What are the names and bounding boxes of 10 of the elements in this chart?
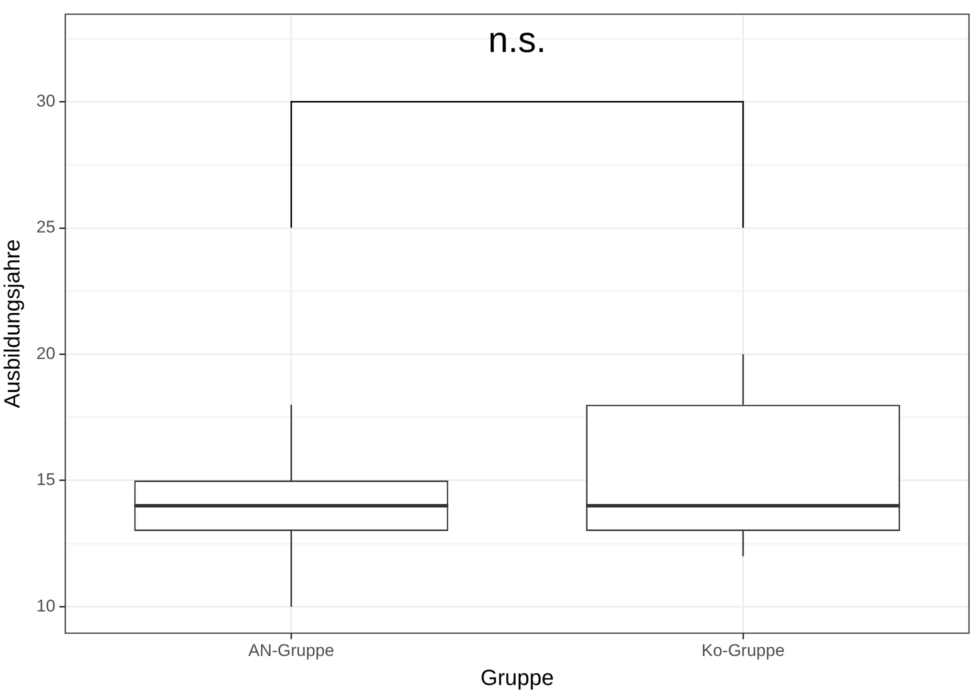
y-tick-label: 25 [36,218,56,237]
x-tick-label: AN-Gruppe [248,641,334,660]
y-axis-title: Ausbildungsjahre [0,239,24,408]
y-tick-label: 30 [36,91,56,110]
x-tick-label: Ko-Gruppe [701,641,785,660]
y-tick-label: 10 [36,596,56,616]
x-axis-title: Gruppe [480,664,554,690]
y-tick-label: 20 [36,344,56,363]
y-tick-label: 15 [36,470,56,490]
annotation: n.s. [488,18,546,60]
